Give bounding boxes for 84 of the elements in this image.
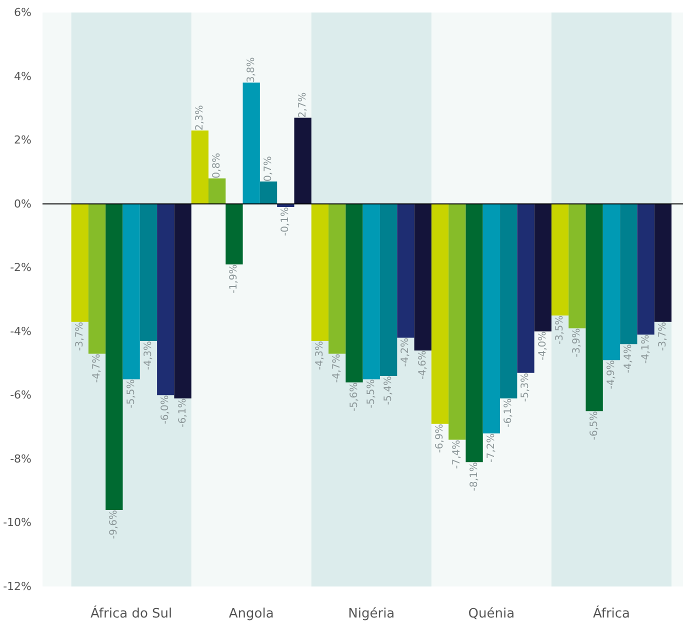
data-label: -4,2% (400, 338, 412, 367)
bar (122, 204, 140, 380)
y-tick-label: -12% (3, 580, 32, 593)
y-tick-label: 6% (14, 6, 32, 19)
data-label: -0,1% (280, 207, 292, 236)
bar (397, 204, 414, 338)
bar (191, 130, 208, 204)
data-label: -4,6% (417, 350, 428, 380)
bar (482, 204, 500, 434)
bar (346, 204, 363, 382)
x-tick-label: Quénia (468, 606, 515, 622)
data-label: -3,7% (657, 322, 668, 351)
data-label: -6,1% (177, 398, 188, 428)
bar (328, 204, 346, 354)
data-label: -6,9% (434, 424, 446, 453)
bar (242, 82, 260, 204)
x-tick-label: Nigéria (348, 606, 395, 622)
data-label: -3,7% (74, 322, 86, 351)
data-label: 2,3% (194, 105, 206, 130)
bar (534, 204, 552, 332)
bar (637, 204, 654, 335)
y-tick-label: -10% (3, 516, 32, 530)
y-tick-label: -8% (10, 452, 32, 466)
bar (620, 204, 638, 344)
bar (551, 204, 569, 316)
x-tick-label: África do Sul (90, 604, 172, 622)
data-label: -6,5% (588, 411, 600, 440)
data-label: 0,8% (212, 152, 223, 178)
data-label: 0,7% (263, 156, 274, 182)
bar (586, 204, 603, 412)
data-label: -4,3% (314, 340, 326, 370)
y-tick-label: 0% (14, 197, 32, 210)
data-label: -8,1% (468, 462, 480, 492)
y-tick-label: -6% (10, 388, 32, 402)
bar (414, 204, 432, 351)
data-label: 2,7% (297, 92, 308, 118)
bar (380, 204, 398, 376)
x-tick-label: Angola (228, 606, 274, 622)
bar (568, 204, 586, 328)
data-label: 3,8% (246, 57, 257, 83)
y-tick-label: 4% (14, 70, 32, 83)
data-label: -5,6% (348, 382, 360, 412)
bar (294, 118, 312, 204)
bar (448, 204, 466, 440)
bar (654, 204, 672, 322)
bar (140, 204, 158, 341)
data-label: -5,4% (383, 376, 394, 406)
bar (260, 182, 278, 204)
data-label: -4,7% (92, 354, 103, 383)
data-label: -5,5% (126, 379, 137, 408)
data-label: -3,5% (554, 315, 566, 344)
y-tick-label: -2% (10, 261, 32, 274)
data-label: -5,5% (366, 379, 377, 408)
bar (88, 204, 106, 354)
bar (311, 204, 329, 341)
bar (71, 204, 88, 322)
data-label: -1,9% (228, 264, 240, 294)
data-label: -3,9% (572, 328, 583, 358)
data-label: -4,7% (332, 354, 343, 383)
bar (208, 178, 226, 204)
bar (500, 204, 518, 398)
data-label: -4,0% (537, 331, 548, 360)
data-label: -4,4% (623, 344, 634, 374)
bar (362, 204, 380, 380)
x-tick-label: África (592, 604, 630, 622)
bar (431, 204, 449, 424)
bar (602, 204, 620, 360)
bar (174, 204, 192, 398)
data-label: -4,9% (606, 360, 617, 390)
data-label: -4,1% (640, 334, 652, 364)
bar (517, 204, 534, 373)
bar (106, 204, 123, 510)
data-label: -7,4% (452, 440, 463, 469)
y-tick-label: 2% (14, 134, 32, 147)
data-label: -9,6% (108, 510, 120, 539)
data-label: -7,2% (486, 433, 497, 462)
bar (226, 204, 243, 264)
y-tick-label: -4% (10, 324, 32, 338)
data-label: -6,0% (160, 395, 172, 424)
bar (157, 204, 174, 396)
data-label: -5,3% (520, 372, 532, 402)
data-label: -6,1% (503, 398, 514, 428)
bar (466, 204, 483, 462)
data-label: -4,3% (142, 340, 154, 370)
